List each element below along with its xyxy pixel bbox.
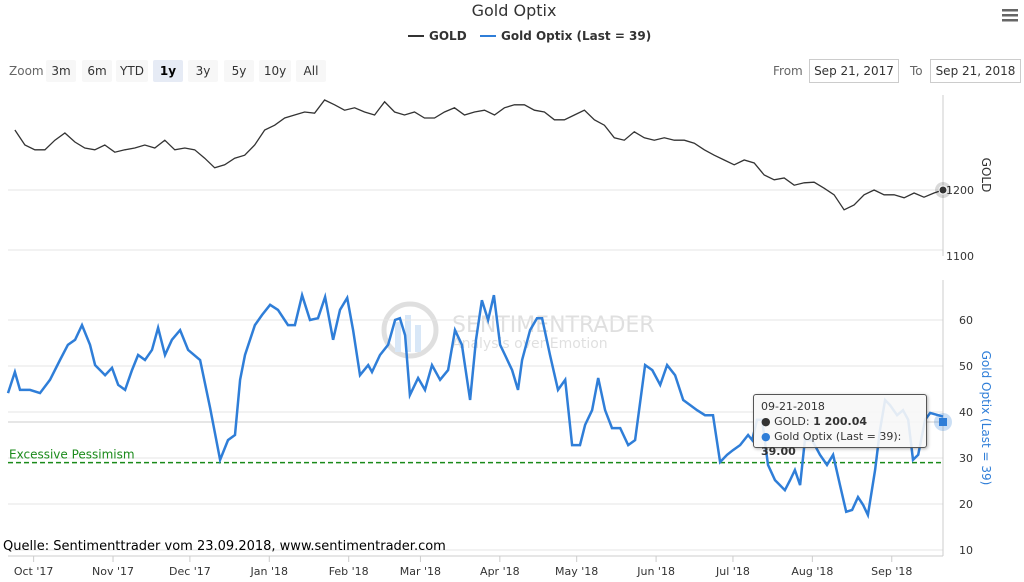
source-caption: Quelle: Sentimenttrader vom 23.09.2018, … — [3, 539, 446, 554]
x-tick-label: Jul '18 — [715, 565, 750, 578]
tooltip-date: 09-21-2018 — [761, 400, 825, 413]
x-tick-label: May '18 — [555, 565, 598, 578]
x-tick-label: Nov '17 — [92, 565, 134, 578]
gold-y-tick: 1100 — [946, 250, 974, 263]
legend-optix[interactable]: Gold Optix (Last = 39) — [480, 29, 651, 43]
chart-title: Gold Optix — [472, 1, 557, 20]
x-tick-label: Apr '18 — [480, 565, 520, 578]
zoom-label: Zoom — [9, 64, 44, 78]
tooltip: 09-21-2018 ● GOLD: 1 200.04 ● Gold Optix… — [753, 394, 927, 458]
optix-y-tick: 10 — [959, 544, 973, 557]
tooltip-gold: ● GOLD: 1 200.04 — [761, 415, 868, 428]
zoom-button-3y[interactable]: 3y — [188, 60, 218, 82]
svg-text:GOLD: GOLD — [429, 29, 467, 43]
legend-gold[interactable]: GOLD — [408, 29, 467, 43]
gold-hover-point[interactable] — [938, 185, 948, 195]
from-date-input[interactable]: Sep 21, 2017 — [809, 59, 899, 83]
gold-y-tick: 1200 — [946, 184, 974, 197]
zoom-button-all[interactable]: All — [296, 60, 326, 82]
watermark: SENTIMENTRADER Analysis over Emotion — [381, 301, 655, 359]
optix-y-tick: 60 — [959, 314, 973, 327]
optix-y-tick: 30 — [959, 452, 973, 465]
x-tick-label: Jan '18 — [250, 565, 288, 578]
optix-series-line — [6, 290, 944, 520]
gold-series-line — [14, 99, 944, 211]
svg-text:Gold Optix (Last = 39): Gold Optix (Last = 39) — [501, 29, 651, 43]
x-tick-label: Mar '18 — [400, 565, 441, 578]
x-tick-label: Sep '18 — [871, 565, 912, 578]
tooltip-optix: ● Gold Optix (Last = 39): 39.00 — [761, 430, 902, 458]
from-label: From — [773, 64, 803, 78]
optix-y-tick: 20 — [959, 498, 973, 511]
gold-axis-title: GOLD — [979, 158, 993, 193]
optix-hover-point[interactable] — [939, 418, 947, 426]
x-tick-label: Jun '18 — [636, 565, 675, 578]
threshold-label: Excessive Pessimism — [9, 448, 135, 462]
zoom-button-3m[interactable]: 3m — [46, 60, 76, 82]
watermark-name: SENTIMENTRADER — [452, 313, 655, 338]
x-tick-label: Aug '18 — [791, 565, 833, 578]
to-label: To — [910, 64, 923, 78]
zoom-button-6m[interactable]: 6m — [82, 60, 112, 82]
watermark-tagline: Analysis over Emotion — [452, 336, 608, 352]
to-date-input[interactable]: Sep 21, 2018 — [930, 59, 1021, 83]
x-tick-label: Oct '17 — [14, 565, 54, 578]
menu-icon[interactable] — [1002, 9, 1018, 22]
optix-y-tick: 40 — [959, 406, 973, 419]
zoom-button-1y[interactable]: 1y — [153, 60, 183, 82]
zoom-button-10y[interactable]: 10y — [259, 60, 291, 82]
zoom-button-5y[interactable]: 5y — [224, 60, 254, 82]
x-tick-label: Feb '18 — [329, 565, 369, 578]
x-tick-label: Dec '17 — [169, 565, 211, 578]
optix-axis-title: Gold Optix (Last = 39) — [979, 351, 993, 486]
zoom-button-ytd[interactable]: YTD — [116, 60, 148, 82]
optix-y-tick: 50 — [959, 360, 973, 373]
